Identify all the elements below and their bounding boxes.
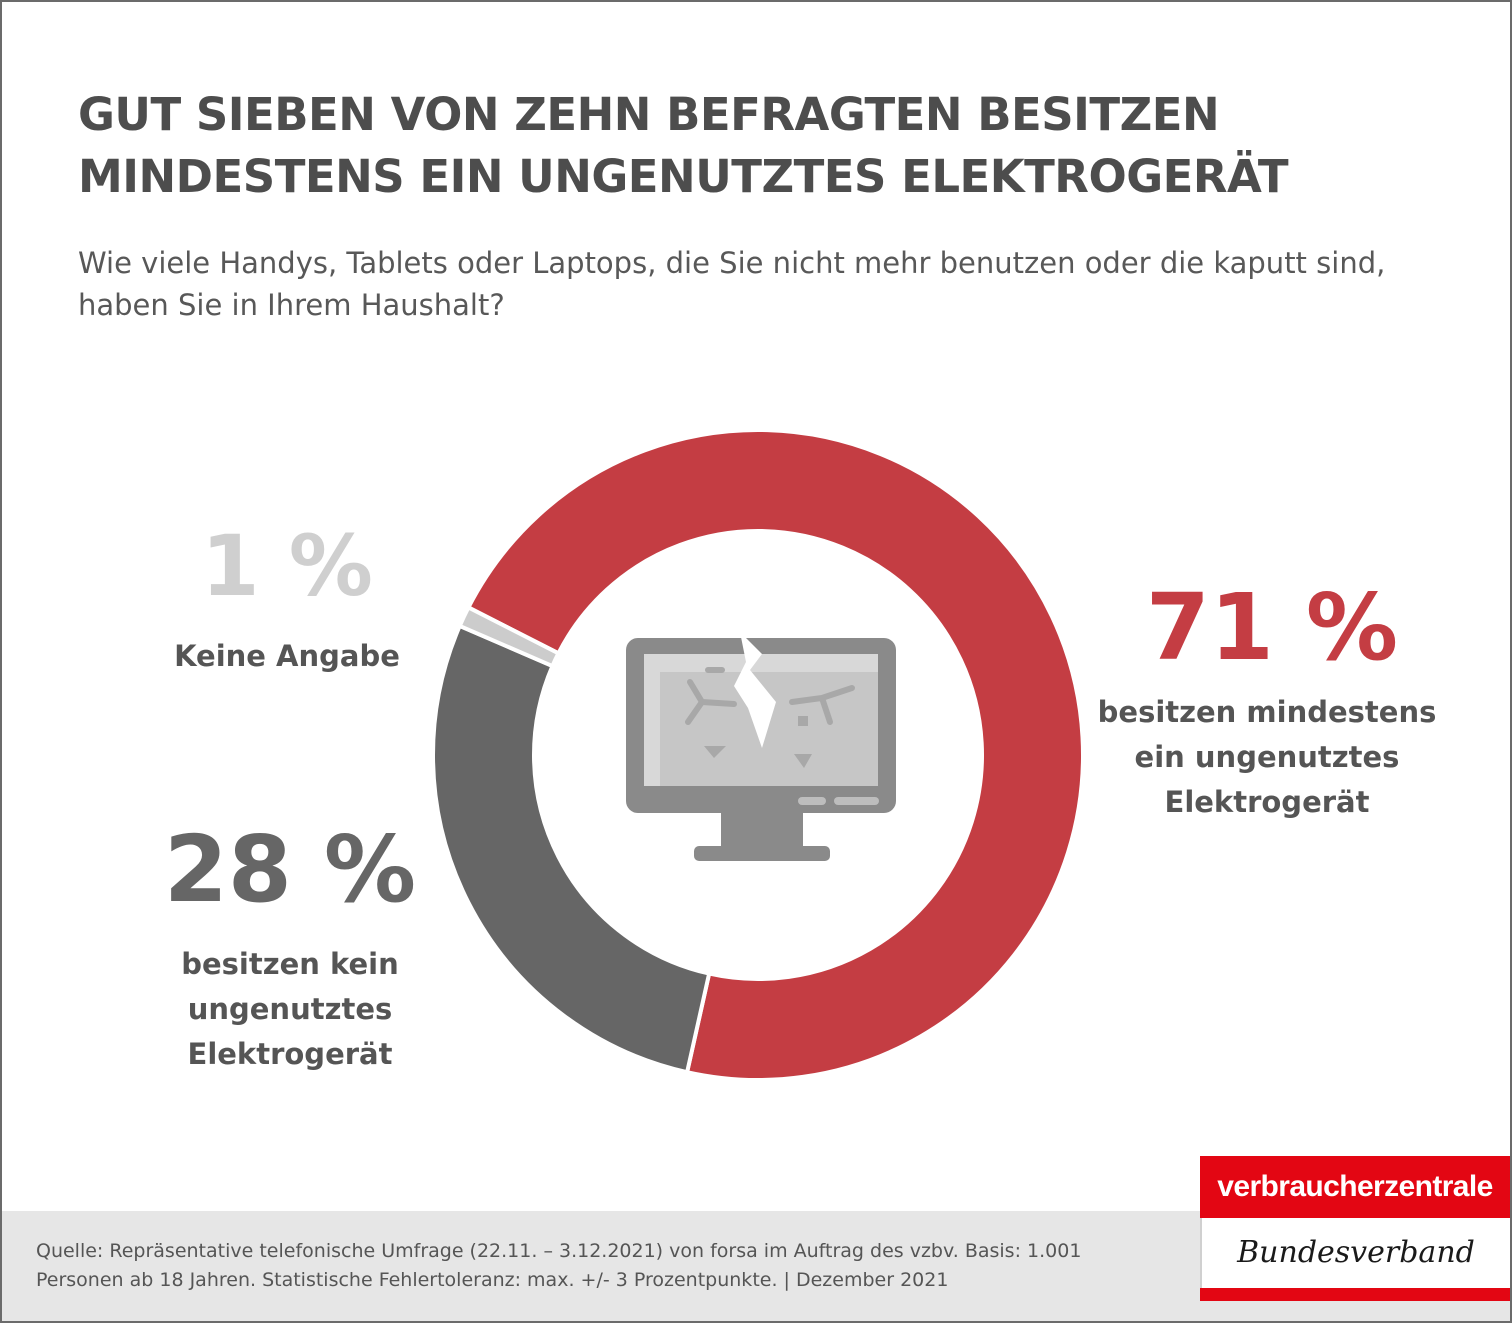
chart-subtitle: Wie viele Handys, Tablets oder Laptops, … bbox=[78, 246, 1386, 322]
donut-chart bbox=[431, 428, 1085, 1082]
slice-label-71: besitzen mindestens ein ungenutztes Elek… bbox=[1097, 695, 1437, 819]
logo-wordmark: verbraucherzentrale bbox=[1200, 1156, 1510, 1218]
logo-subline: Bundesverband bbox=[1200, 1218, 1510, 1288]
slice-percent-28: 28 % bbox=[163, 816, 417, 923]
vzbv-logo: verbraucherzentrale Bundesverband bbox=[1200, 1156, 1510, 1301]
slice-percent-1: 1 % bbox=[201, 517, 373, 615]
logo-red-bar bbox=[1200, 1288, 1510, 1301]
source-note: Quelle: Repräsentative telefonische Umfr… bbox=[36, 1240, 1082, 1291]
slice-label-1: Keine Angabe bbox=[174, 639, 400, 673]
broken-monitor-icon bbox=[626, 632, 896, 861]
slice-label-28: besitzen kein ungenutztes Elektrogerät bbox=[181, 947, 399, 1071]
chart-title: GUT SIEBEN VON ZEHN BEFRAGTEN BESITZEN M… bbox=[78, 88, 1289, 203]
slice-percent-71: 71 % bbox=[1145, 574, 1399, 681]
